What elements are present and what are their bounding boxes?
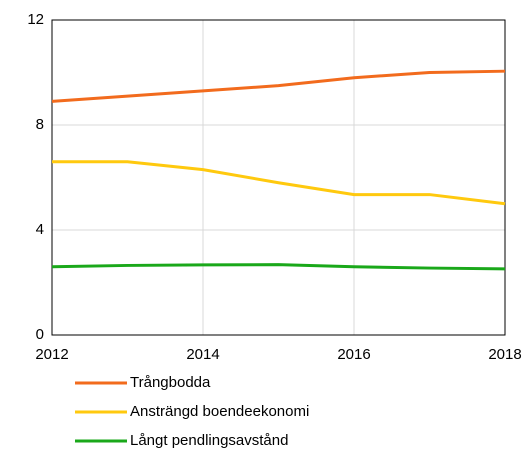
x-tick-label: 2016 [337,346,370,363]
y-tick-label: 8 [36,116,44,133]
series-line [52,160,506,206]
x-tick-label: 2014 [186,346,219,363]
x-tick-label: 2012 [35,346,68,363]
plot-frame [51,19,506,336]
series-line [51,263,506,271]
y-tick-label: 4 [36,221,44,238]
y-tick-label: 12 [27,11,44,28]
y-tick-label: 0 [36,326,44,343]
legend-label: Trångbodda [130,374,211,391]
legend-label: Långt pendlingsavstånd [130,432,288,449]
series-line [51,69,506,103]
legend-label: Ansträngd boendeekonomi [130,403,309,420]
x-tick-label: 2018 [488,346,521,363]
